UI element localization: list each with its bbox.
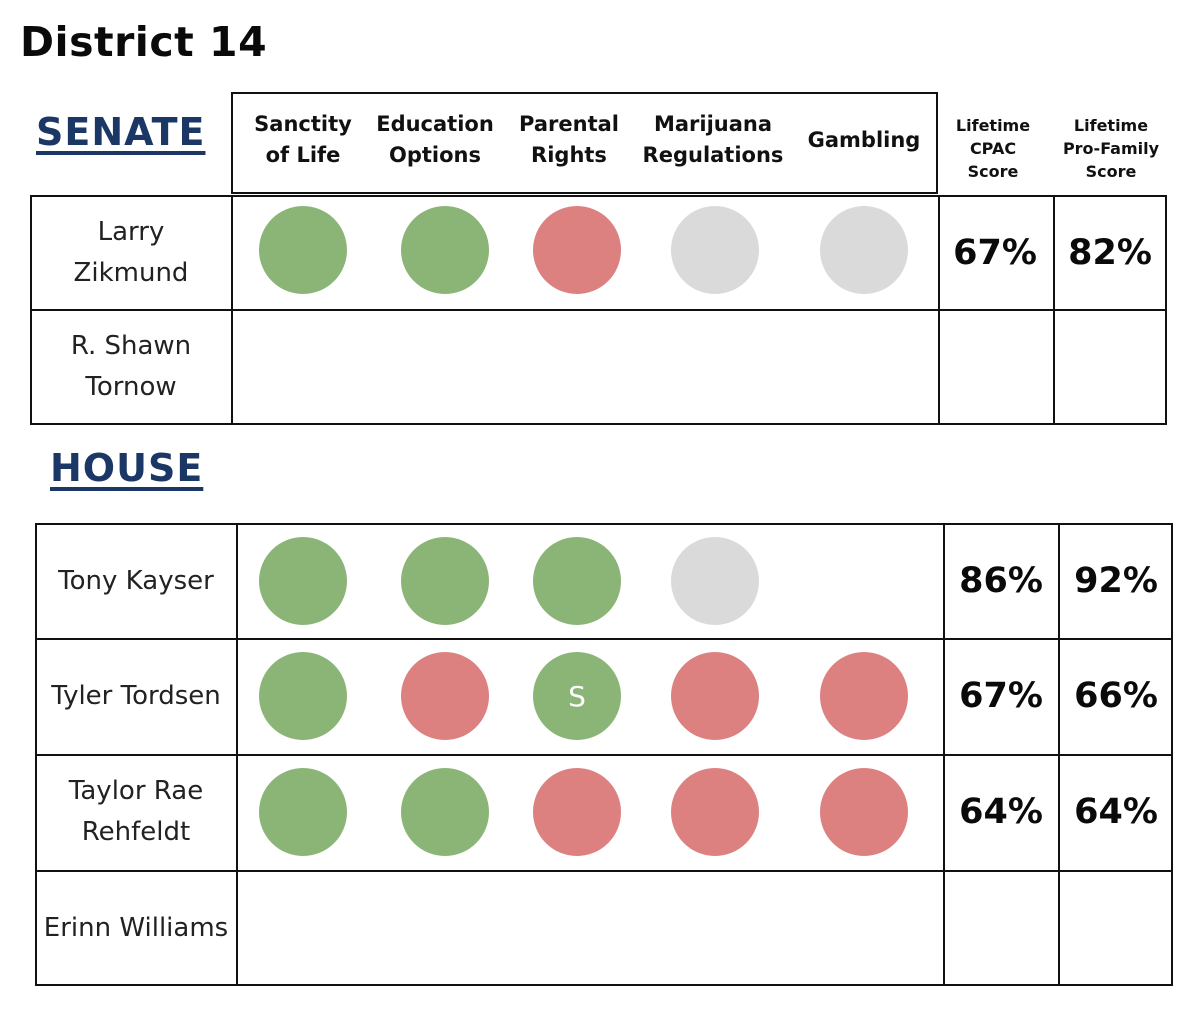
- cpac-score: 86%: [959, 561, 1043, 601]
- header-education-options: Education Options: [376, 112, 494, 167]
- candidate-name: Larry Zikmund: [73, 217, 189, 288]
- senate-heading: SENATE: [36, 110, 206, 154]
- house-support-dot: [259, 652, 347, 740]
- header-gambling: Gambling: [807, 127, 921, 152]
- row-divider: [37, 870, 1171, 872]
- house-table: [35, 523, 1173, 986]
- pro-family-score: 64%: [1074, 792, 1158, 832]
- house-support-dot: [401, 768, 489, 856]
- house-support-dot: [259, 537, 347, 625]
- pro-family-score: 92%: [1074, 561, 1158, 601]
- house-oppose-dot: [820, 652, 908, 740]
- header-sanctity-of-life: Sanctity of Life: [254, 112, 352, 167]
- page-title: District 14: [20, 18, 268, 66]
- cpac-score: 67%: [959, 676, 1043, 716]
- candidate-name: Taylor Rae Rehfeldt: [68, 776, 204, 847]
- cpac-score: 67%: [953, 233, 1037, 273]
- candidate-name: Tony Kayser: [58, 565, 214, 596]
- house-oppose-dot: [401, 652, 489, 740]
- candidate-name: R. Shawn Tornow: [70, 331, 192, 402]
- header-marijuana-regulations: Marijuana Regulations: [642, 112, 784, 167]
- row-divider: [37, 754, 1171, 756]
- header-cpac-score: Lifetime CPAC Score: [955, 115, 1031, 181]
- header-pro-family-score: Lifetime Pro-Family Score: [1062, 115, 1160, 181]
- cpac-score: [938, 311, 1052, 423]
- senate-unknown-dot: [820, 206, 908, 294]
- pro-family-score: [1054, 311, 1166, 423]
- house-support-dot: [533, 537, 621, 625]
- house-oppose-dot: [533, 768, 621, 856]
- house-support-dot: [401, 537, 489, 625]
- house-support-dot: [259, 768, 347, 856]
- senate-oppose-dot: [533, 206, 621, 294]
- house-oppose-dot: [671, 652, 759, 740]
- issue-header-box: [231, 92, 938, 194]
- header-parental-rights: Parental Rights: [519, 112, 619, 167]
- senate-support-dot: [259, 206, 347, 294]
- house-heading: HOUSE: [50, 446, 204, 490]
- senate-table: [30, 195, 1167, 425]
- pro-family-score: 82%: [1068, 233, 1152, 273]
- senate-support-dot: [401, 206, 489, 294]
- pro-family-score: 66%: [1074, 676, 1158, 716]
- cpac-score: [944, 872, 1058, 984]
- row-divider: [37, 638, 1171, 640]
- cpac-score: 64%: [959, 792, 1043, 832]
- house-unknown-dot: [671, 537, 759, 625]
- row-divider: [32, 309, 1165, 311]
- senate-unknown-dot: [671, 206, 759, 294]
- candidate-name: Erinn Williams: [43, 912, 229, 943]
- house-support-dot: S: [533, 652, 621, 740]
- house-oppose-dot: [820, 768, 908, 856]
- pro-family-score: [1060, 872, 1172, 984]
- house-oppose-dot: [671, 768, 759, 856]
- candidate-name: Tyler Tordsen: [51, 680, 221, 711]
